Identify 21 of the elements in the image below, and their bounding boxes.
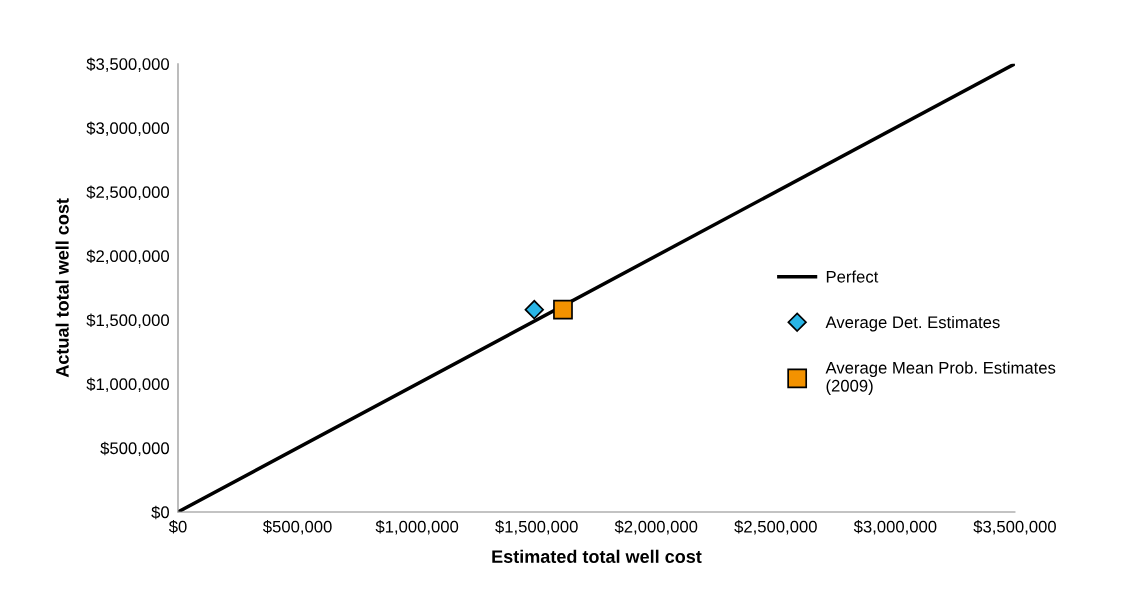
legend-label: Average Det. Estimates — [825, 315, 1000, 332]
legend-label: Average Mean Prob. Estimates (2009) — [825, 361, 1056, 395]
x-tick-label: $0 — [168, 520, 187, 534]
x-axis-title: Estimated total well cost — [492, 549, 702, 563]
y-tick-label: $500,000 — [100, 441, 170, 457]
x-tick-label: $1,000,000 — [375, 520, 459, 535]
y-tick-label: $3,500,000 — [86, 57, 170, 72]
y-tick-label: $1,000,000 — [86, 377, 170, 393]
x-tick-label: $500,000 — [262, 520, 332, 535]
x-tick-label: $3,000,000 — [853, 520, 937, 535]
x-tick-label: $2,000,000 — [614, 520, 698, 535]
y-tick-label: $0 — [151, 505, 170, 520]
y-tick-label: $1,500,000 — [86, 313, 170, 329]
y-tick-label: $2,000,000 — [86, 249, 170, 265]
y-axis-title: Actual total well cost — [55, 198, 69, 378]
y-tick-label: $2,500,000 — [86, 185, 170, 200]
x-tick-label: $1,500,000 — [495, 520, 578, 535]
legend-label: Perfect — [826, 270, 879, 283]
y-tick-label: $3,000,000 — [86, 121, 170, 136]
x-tick-label: $3,500,000 — [973, 520, 1056, 535]
x-tick-label: $2,500,000 — [734, 520, 817, 535]
